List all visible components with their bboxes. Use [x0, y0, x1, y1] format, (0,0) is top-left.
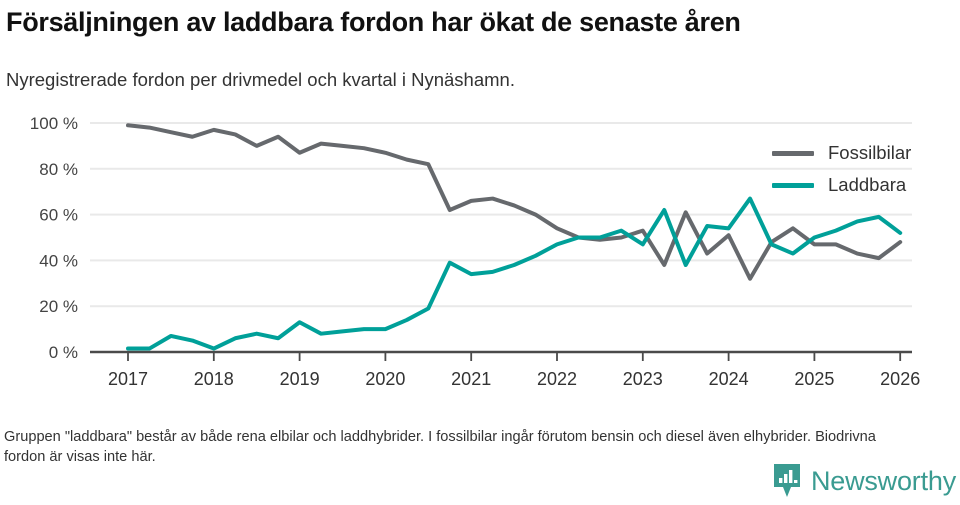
page-title: Försäljningen av laddbara fordon har öka… [6, 7, 741, 37]
x-axis-tick-labels: 2017 2018 2019 2020 2021 2022 2023 2024 2025 2026 [108, 369, 920, 389]
brand-logo[interactable]: Newsworthy [772, 463, 956, 499]
x-axis-tick-label: 2023 [623, 369, 663, 389]
x-axis-tick-label: 2026 [880, 369, 920, 389]
x-axis-tick-marks [127, 352, 902, 361]
x-axis-tick-label: 2019 [280, 369, 320, 389]
legend-item-label: Fossilbilar [828, 142, 912, 163]
y-axis-tick-label: 0 % [49, 343, 78, 362]
y-axis-tick-label: 100 % [30, 114, 78, 133]
y-axis-tick-label: 20 % [39, 297, 78, 316]
brand-name: Newsworthy [810, 465, 956, 496]
data-series-group [126, 123, 903, 351]
bar-chart-pin-icon [773, 464, 800, 497]
legend-item-label: Laddbara [828, 174, 907, 195]
x-axis-tick-label: 2017 [108, 369, 148, 389]
line-chart-svg: 0 % 20 % 40 % 60 % 80 % 100 % 2017 2018 2019 202… [30, 114, 920, 389]
x-axis-tick-label: 2022 [537, 369, 577, 389]
chart-subtitle: Nyregistrerade fordon per drivmedel och … [6, 69, 515, 90]
x-axis-tick-label: 2021 [451, 369, 491, 389]
y-axis-tick-label: 80 % [39, 160, 78, 179]
legend-item-laddbara[interactable]: Laddbara [772, 169, 952, 201]
y-axis-tick-label: 60 % [39, 206, 78, 225]
gridlines-group [90, 122, 912, 354]
x-axis-tick-label: 2025 [794, 369, 834, 389]
x-axis-tick-label: 2018 [194, 369, 234, 389]
series-line-laddbara [126, 196, 903, 351]
line-swatch-icon [772, 150, 814, 156]
y-axis-tick-labels: 0 % 20 % 40 % 60 % 80 % 100 % [30, 114, 78, 362]
x-axis-tick-label: 2024 [709, 369, 749, 389]
x-axis-tick-label: 2020 [365, 369, 405, 389]
legend-item-fossilbilar[interactable]: Fossilbilar [772, 137, 952, 169]
chart-footnote: Gruppen "laddbara" består av både rena e… [4, 429, 876, 465]
plot-area: 0 % 20 % 40 % 60 % 80 % 100 % 2017 2018 2019 202… [0, 104, 960, 394]
line-swatch-icon [772, 182, 814, 188]
y-axis-tick-label: 40 % [39, 251, 78, 270]
legend: Fossilbilar Laddbara [772, 137, 952, 201]
